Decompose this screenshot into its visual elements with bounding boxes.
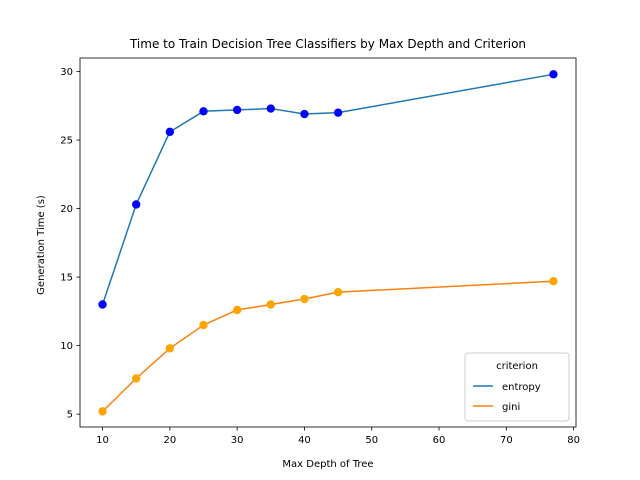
plot-area: 10 20 30 40 50 60 70 80 5 10 15 20 25 30 <box>60 57 580 446</box>
data-point-entropy <box>549 70 558 79</box>
data-point-entropy <box>232 105 242 115</box>
x-tick-label: 60 <box>433 435 446 446</box>
axes-frame <box>79 57 577 428</box>
legend-label-entropy: entropy <box>502 382 541 393</box>
y-tick-label: 20 <box>60 204 73 215</box>
data-point-gini <box>98 407 107 416</box>
data-point-entropy <box>266 104 275 113</box>
x-tick-label: 20 <box>163 435 176 446</box>
x-tick-label: 70 <box>500 435 513 446</box>
y-tick-label: 30 <box>60 67 73 78</box>
x-tick-label: 80 <box>567 435 580 446</box>
legend: criterion entropy gini <box>464 352 570 422</box>
data-point-entropy <box>300 109 309 119</box>
data-point-entropy <box>199 107 208 116</box>
chart-title: Time to Train Decision Tree Classifiers … <box>129 37 526 51</box>
y-tick-label: 5 <box>67 410 73 421</box>
y-tick-label: 10 <box>60 341 73 352</box>
legend-box <box>464 352 570 422</box>
data-point-gini <box>300 294 309 304</box>
data-point-gini <box>165 344 175 353</box>
legend-title: criterion <box>496 361 538 372</box>
x-tick-label: 40 <box>298 435 311 446</box>
y-tick-label: 25 <box>60 136 73 147</box>
data-point-gini <box>199 320 208 330</box>
data-point-entropy <box>333 108 343 117</box>
x-tick-label: 10 <box>96 435 109 446</box>
data-point-gini <box>266 300 275 309</box>
y-tick-label: 15 <box>60 273 73 284</box>
data-point-gini <box>131 374 141 383</box>
x-axis-label: Max Depth of Tree <box>282 459 373 470</box>
data-point-entropy <box>98 300 107 309</box>
x-tick-label: 50 <box>365 435 378 446</box>
y-axis-label: Generation Time (s) <box>36 195 47 295</box>
legend-label-gini: gini <box>502 402 520 413</box>
data-point-gini <box>549 277 558 286</box>
data-point-gini <box>333 287 343 297</box>
data-point-entropy <box>131 200 141 209</box>
x-tick-label: 30 <box>231 435 244 446</box>
data-point-entropy <box>165 127 175 137</box>
data-point-gini <box>232 305 242 315</box>
